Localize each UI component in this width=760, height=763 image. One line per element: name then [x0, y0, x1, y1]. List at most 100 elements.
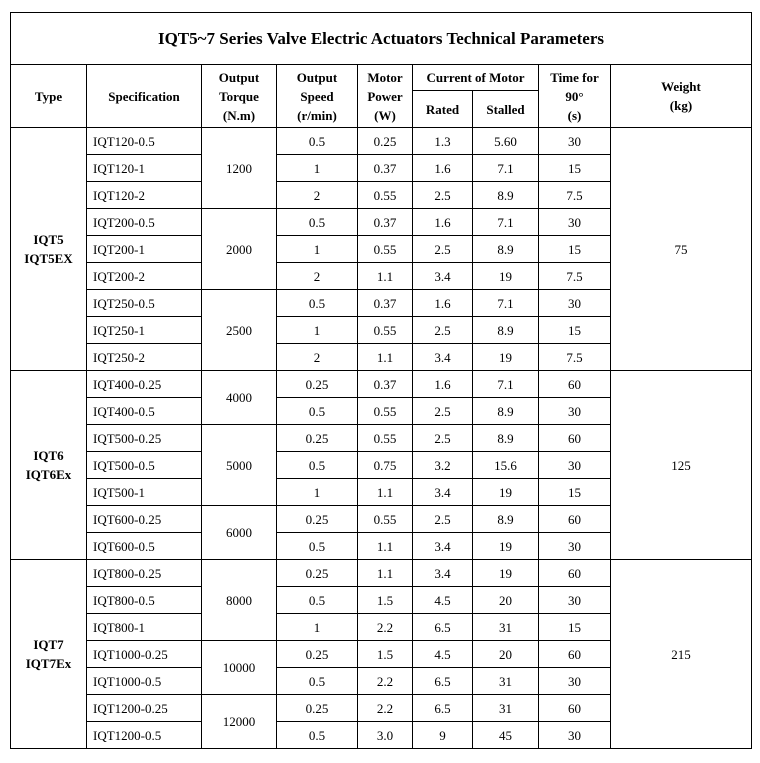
specification-cell: IQT200-2: [86, 262, 202, 290]
motor-power-cell: 0.55: [357, 424, 413, 452]
specification-cell: IQT1200-0.5: [86, 721, 202, 749]
type-name-ex: IQT6Ex: [25, 467, 72, 482]
motor-power-cell: 0.37: [357, 289, 413, 317]
rated-current-cell: 2.5: [412, 397, 473, 425]
table-row: IQT1000-0.25 10000 0.25 1.5 4.5 20 60: [11, 640, 752, 695]
output-speed-cell: 1: [276, 154, 358, 182]
rated-current-cell: 3.4: [412, 478, 473, 506]
table-row: IQT120-1 1 0.37 1.6 7.1 15: [11, 154, 752, 182]
type-name: IQT6: [33, 448, 64, 463]
rated-current-cell: 6.5: [412, 613, 473, 641]
header-type: Type: [10, 64, 87, 128]
time-90-cell: 7.5: [538, 262, 611, 290]
stalled-current-cell: 31: [472, 694, 539, 722]
specification-cell: IQT800-1: [86, 613, 202, 641]
time-90-cell: 30: [538, 721, 611, 749]
specification-cell: IQT600-0.25: [86, 505, 202, 533]
weight-cell: 215: [610, 559, 752, 749]
time-90-cell: 15: [538, 613, 611, 641]
specification-cell: IQT800-0.5: [86, 586, 202, 614]
header-current: Current of Motor: [412, 64, 539, 91]
motor-power-cell: 1.1: [357, 262, 413, 290]
stalled-current-cell: 19: [472, 262, 539, 290]
header-specification: Specification: [86, 64, 202, 128]
output-torque-cell: 8000: [201, 559, 277, 641]
rated-current-cell: 3.4: [412, 532, 473, 560]
stalled-current-cell: 19: [472, 478, 539, 506]
time-90-cell: 30: [538, 667, 611, 695]
output-torque-cell: 10000: [201, 640, 277, 695]
output-speed-cell: 0.5: [276, 667, 358, 695]
table-row: IQT6 IQT6Ex IQT400-0.25 4000 0.25 0.37 1.6 7.1 6…: [10, 370, 752, 560]
output-speed-cell: 0.25: [276, 424, 358, 452]
specification-cell: IQT120-1: [86, 154, 202, 182]
specification-cell: IQT120-0.5: [86, 127, 202, 155]
motor-power-cell: 2.2: [357, 667, 413, 695]
table-row: IQT400-0.5 0.5 0.55 2.5 8.9 30: [11, 397, 752, 425]
output-speed-cell: 0.5: [276, 208, 358, 236]
stalled-current-cell: 8.9: [472, 235, 539, 263]
output-torque-cell: 5000: [201, 424, 277, 506]
rated-current-cell: 3.2: [412, 451, 473, 479]
specification-cell: IQT200-0.5: [86, 208, 202, 236]
rated-current-cell: 4.5: [412, 640, 473, 668]
stalled-current-cell: 7.1: [472, 289, 539, 317]
stalled-current-cell: 7.1: [472, 208, 539, 236]
header-torque: Output Torque (N.m): [201, 64, 277, 128]
stalled-current-cell: 31: [472, 667, 539, 695]
time-90-cell: 30: [538, 127, 611, 155]
specification-cell: IQT200-1: [86, 235, 202, 263]
motor-power-cell: 0.75: [357, 451, 413, 479]
table-row: IQT7 IQT7Ex IQT800-0.25 8000 0.25 1.1 3.4 19 60 2…: [10, 559, 752, 749]
specification-cell: IQT400-0.25: [86, 370, 202, 398]
technical-parameters-table: IQT5~7 Series Valve Electric Actuators T…: [10, 12, 752, 749]
stalled-current-cell: 19: [472, 532, 539, 560]
table-row: IQT600-0.25 6000 0.25 0.55 2.5 8.9 60: [11, 505, 752, 560]
stalled-current-cell: 8.9: [472, 424, 539, 452]
rated-current-cell: 1.3: [412, 127, 473, 155]
table-row: IQT500-0.5 0.5 0.75 3.2 15.6 30: [11, 451, 752, 479]
table-row: IQT200-2 2 1.1 3.4 19 7.5: [11, 262, 752, 290]
rated-current-cell: 2.5: [412, 181, 473, 209]
motor-power-cell: 0.55: [357, 181, 413, 209]
specification-cell: IQT250-1: [86, 316, 202, 344]
stalled-current-cell: 5.60: [472, 127, 539, 155]
stalled-current-cell: 45: [472, 721, 539, 749]
motor-power-cell: 0.25: [357, 127, 413, 155]
output-torque-cell: 2000: [201, 208, 277, 290]
output-speed-cell: 1: [276, 478, 358, 506]
specification-cell: IQT250-2: [86, 343, 202, 371]
time-90-cell: 30: [538, 397, 611, 425]
specification-cell: IQT400-0.5: [86, 397, 202, 425]
rated-current-cell: 6.5: [412, 694, 473, 722]
time-90-cell: 60: [538, 370, 611, 398]
output-torque-cell: 4000: [201, 370, 277, 425]
time-90-cell: 30: [538, 532, 611, 560]
table-row: IQT1200-0.5 0.5 3.0 9 45 30: [11, 721, 752, 749]
rated-current-cell: 3.4: [412, 262, 473, 290]
specification-cell: IQT1200-0.25: [86, 694, 202, 722]
specification-cell: IQT800-0.25: [86, 559, 202, 587]
stalled-current-cell: 15.6: [472, 451, 539, 479]
output-speed-cell: 0.25: [276, 559, 358, 587]
time-90-cell: 15: [538, 316, 611, 344]
output-torque-cell: 6000: [201, 505, 277, 560]
specification-cell: IQT500-0.5: [86, 451, 202, 479]
output-speed-cell: 1: [276, 235, 358, 263]
motor-power-cell: 0.55: [357, 397, 413, 425]
table-row: IQT600-0.5 0.5 1.1 3.4 19 30: [11, 532, 752, 560]
output-speed-cell: 1: [276, 316, 358, 344]
output-speed-cell: 0.5: [276, 397, 358, 425]
rated-current-cell: 2.5: [412, 505, 473, 533]
table-row: IQT1200-0.25 12000 0.25 2.2 6.5 31 60: [11, 694, 752, 749]
output-speed-cell: 0.5: [276, 721, 358, 749]
time-90-cell: 7.5: [538, 181, 611, 209]
motor-power-cell: 0.37: [357, 370, 413, 398]
table-row: IQT5 IQT5EX IQT120-0.5 1200 0.5 0.25 1.3 5.60 30…: [10, 127, 752, 371]
header-speed: Output Speed (r/min): [276, 64, 358, 128]
stalled-current-cell: 8.9: [472, 181, 539, 209]
time-90-cell: 15: [538, 154, 611, 182]
rated-current-cell: 3.4: [412, 559, 473, 587]
motor-power-cell: 3.0: [357, 721, 413, 749]
specification-cell: IQT1000-0.5: [86, 667, 202, 695]
